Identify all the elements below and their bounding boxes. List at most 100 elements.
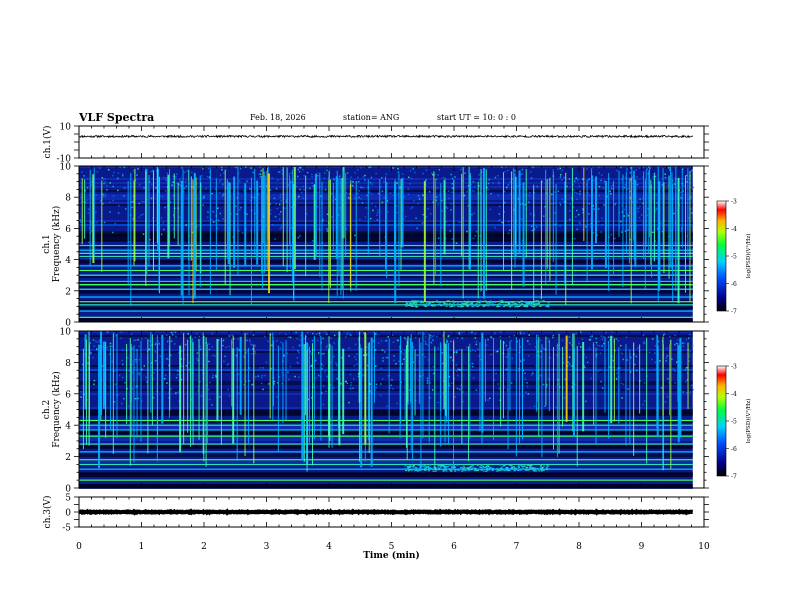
spectrogram-noise-speck [538,468,541,470]
spectrogram-sferic [89,169,91,266]
spectrogram-noise-speck [448,468,451,470]
spectrogram-noise-speck [442,469,445,471]
spectrogram-speck [393,359,395,362]
spectrogram-noise-speck [524,468,527,470]
spectrogram-speck [215,376,217,378]
spectrogram-speck [379,383,382,385]
spectrogram-noise-speck [477,302,480,304]
spectrogram-speck [155,186,157,189]
spectrogram-speck [135,386,137,388]
spectrogram-texture-row [79,300,693,302]
spectrogram-speck [374,365,377,367]
spectrogram-speck [574,191,576,194]
spectrogram-noise-speck [457,301,460,303]
spectrogram-speck [311,240,314,242]
spectrogram-speck [660,387,663,389]
spectrogram-speck [460,331,463,333]
spectrogram-noise-speck [450,467,453,469]
spectrogram-speck [278,332,281,334]
spectrogram-noise-speck [452,302,455,304]
spectrogram-sferic [81,178,83,245]
spectrogram-speck [354,356,356,358]
spectrogram-sferic [215,178,217,271]
spectrogram-speck [354,343,357,346]
spectrogram-speck [320,363,323,365]
spectrogram-noise-speck [428,467,431,469]
spectrogram-noise-speck [499,469,502,471]
spectrogram-speck [316,191,319,194]
spectrogram-noise-speck [546,469,549,471]
spectrogram-speck [521,173,524,175]
spectrogram-speck [552,334,555,337]
spectrogram-sferic [689,170,691,303]
spectrogram-speck [163,228,165,231]
spectrogram-speck [442,392,444,395]
spectrogram-speck [245,352,248,354]
spectrogram-noise-speck [538,470,541,472]
spectrogram-speck [689,207,692,210]
spectrogram-speck [214,355,216,357]
spectrogram-speck [426,377,429,380]
spectrogram-speck [601,224,603,226]
spectrogram-texture-row [79,371,693,373]
spectrogram-speck [175,175,177,178]
spectrogram-speck [273,383,276,385]
spectrogram-sferic [671,172,673,271]
spectrogram-noise-speck [425,466,428,468]
spectrogram-noise-speck [450,470,453,472]
spectrogram-noise-speck [409,465,412,467]
spectrogram-speck [578,185,580,187]
spectrogram-noise-speck [437,466,440,468]
spectrogram-noise-speck [460,305,463,307]
spectrogram-speck [576,209,578,212]
spectrogram-noise-speck [547,465,550,467]
spectrogram-speck [510,382,513,384]
spectrogram-speck [548,179,551,181]
spectrogram-speck [80,396,82,398]
spectrogram-speck [498,182,500,185]
spectrogram-noise-speck [469,465,472,467]
spectrogram-noise-speck [525,466,528,468]
spectrogram-speck [516,340,519,343]
spectrogram-speck [664,401,667,403]
spectrogram-speck [442,176,445,179]
y-tick-label: 4 [65,422,71,432]
spectrogram-noise-speck [535,301,538,303]
spectrogram-band-line [79,310,693,312]
spectrogram-noise-speck [410,303,413,305]
spectrogram-noise-speck [523,305,526,307]
spectrogram-noise-speck [504,304,507,306]
spectrogram-speck [259,176,261,178]
spectrogram-speck [228,335,231,337]
spectrogram-speck [238,180,241,182]
spectrogram-speck [592,232,595,234]
spectrogram-speck [582,211,584,214]
spectrogram-noise-speck [525,301,528,303]
spectrogram-noise-speck [414,466,417,468]
spectrogram-sferic [253,344,255,464]
spectrogram-speck [596,348,598,350]
spectrogram-sferic [169,169,171,247]
spectrogram-sferic [662,168,664,253]
spectrogram-speck [172,181,174,183]
spectrogram-speck [112,195,115,197]
spectrogram-speck [206,216,209,219]
spectrogram-speck [686,392,688,394]
spectrogram-noise-speck [525,303,528,305]
spectrogram-speck [80,221,82,223]
spectrogram-speck [314,377,317,379]
spectrogram-noise-speck [513,304,516,306]
spectrogram-noise-speck [411,305,414,307]
spectrogram-sferic [681,169,683,248]
spectrogram-speck [667,377,669,380]
spectrogram-speck [582,208,584,210]
spectrogram-speck [318,228,320,230]
spectrogram-noise-speck [528,303,531,305]
spectrogram-speck [107,169,110,171]
spectrogram-speck [303,175,305,177]
spectrogram-speck [457,374,459,377]
y-tick-label: 10 [60,123,72,133]
spectrogram-speck [498,205,501,208]
spectrogram-sferic [565,172,567,306]
spectrogram-sferic [216,338,219,422]
